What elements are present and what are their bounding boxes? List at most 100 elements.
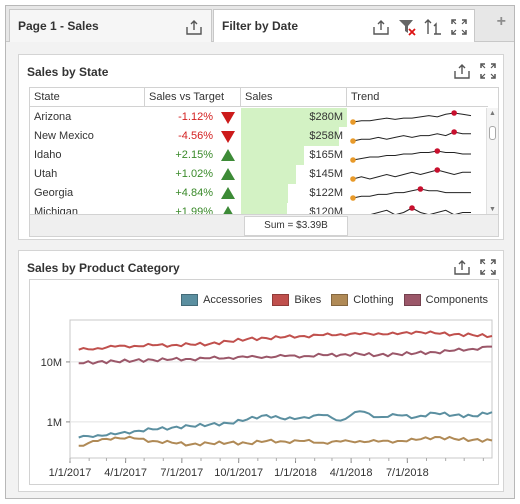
sales-cell: $165M: [241, 146, 347, 165]
grid-footer: Sum = $3.39B: [29, 215, 499, 237]
sales-by-state-card: Sales by State State Sales vs Target Sal…: [18, 54, 504, 240]
table-row[interactable]: New Mexico -4.56% $258M: [30, 127, 488, 146]
state-cell: New Mexico: [34, 130, 94, 142]
sales-value: $122M: [309, 187, 343, 199]
legend-item[interactable]: Bikes: [272, 294, 321, 306]
arrow-up-icon: [221, 168, 235, 180]
sales-value: $120M: [309, 206, 343, 215]
series-line-bikes: [78, 330, 493, 351]
column-header-sales[interactable]: Sales: [241, 88, 347, 107]
sparkline-path: [352, 169, 471, 180]
sparkline-path: [352, 150, 471, 161]
sales-bar: [241, 146, 304, 165]
legend-item[interactable]: Accessories: [181, 294, 262, 306]
x-tick-label: 7/1/2018: [386, 467, 429, 479]
clear-filter-icon[interactable]: [398, 18, 416, 36]
maximize-icon[interactable]: [479, 258, 497, 276]
x-tick-label: 4/1/2017: [104, 467, 147, 479]
trend-cell: [347, 146, 488, 165]
sales-bar: [241, 184, 288, 203]
state-cell: Idaho: [34, 149, 62, 161]
legend-label: Components: [425, 294, 488, 306]
table-row[interactable]: Arizona -1.12% $280M: [30, 108, 488, 127]
line-chart: Accessories Bikes Clothing Components 1M 10M…: [29, 279, 499, 485]
state-cell: Georgia: [34, 187, 74, 199]
series-line-accessories: [78, 410, 493, 439]
x-tick-label: 1/1/2018: [274, 467, 317, 479]
maximize-icon[interactable]: [450, 18, 468, 36]
export-icon[interactable]: [453, 258, 471, 276]
sparkline-path: [352, 112, 472, 123]
sparkline-max-marker: [409, 205, 415, 211]
sales-value: $258M: [309, 130, 343, 142]
sparkline-max-marker: [434, 148, 441, 154]
vs-target-cell: +4.84%: [145, 184, 241, 203]
sales-cell: $120M: [241, 203, 347, 215]
y-tick-label: 10M: [41, 357, 62, 369]
sort-icon[interactable]: [424, 18, 442, 36]
trend-cell: [347, 127, 488, 146]
legend-item[interactable]: Clothing: [331, 294, 394, 306]
sparkline-min-marker: [350, 157, 356, 163]
add-tab-button[interactable]: +: [496, 13, 506, 30]
sales-bar: [241, 108, 347, 127]
trend-sparkline: [350, 129, 471, 144]
legend-swatch: [181, 294, 199, 306]
chart-legend: Accessories Bikes Clothing Components: [181, 294, 488, 306]
sales-sum-total: Sum = $3.39B: [244, 216, 348, 236]
sparkline-max-marker: [434, 167, 441, 173]
legend-label: Bikes: [294, 294, 322, 306]
sales-value: $165M: [309, 149, 343, 161]
tab-label: Page 1 - Sales: [18, 19, 99, 33]
legend-swatch: [272, 294, 290, 306]
export-icon[interactable]: [372, 18, 390, 36]
x-tick-label: 10/1/2017: [214, 467, 263, 479]
table-row[interactable]: Michigan +1.99% $120M: [30, 203, 488, 215]
card-title: Sales by Product Category: [27, 261, 180, 275]
export-icon[interactable]: [185, 18, 203, 36]
tab-page-1-sales[interactable]: Page 1 - Sales: [9, 9, 212, 42]
legend-swatch: [403, 294, 421, 306]
scroll-up-icon[interactable]: ▲: [489, 110, 496, 117]
legend-swatch: [331, 294, 349, 306]
sparkline-path: [352, 188, 471, 199]
table-row[interactable]: Idaho +2.15% $165M: [30, 146, 488, 165]
trend-cell: [347, 203, 488, 214]
chart-plot: 1M 10M 1/1/2017 4/1/2017 7/1/2017 10/1/2017 1/…: [41, 319, 493, 479]
sales-bar: [241, 203, 287, 214]
sparkline-max-marker: [417, 186, 424, 192]
x-tick-label: 7/1/2017: [160, 467, 203, 479]
series-line-clothing: [78, 435, 493, 447]
table-row[interactable]: Utah +1.02% $145M: [30, 165, 488, 184]
export-icon[interactable]: [453, 62, 471, 80]
sparkline-path: [352, 131, 471, 142]
legend-item[interactable]: Components: [403, 294, 488, 306]
column-header-state[interactable]: State: [30, 88, 145, 107]
scroll-thumb[interactable]: [489, 126, 496, 140]
state-cell: Michigan: [34, 206, 79, 215]
vs-target-cell: +2.15%: [145, 146, 241, 165]
y-tick-label: 1M: [47, 417, 62, 429]
sales-value: $145M: [309, 168, 343, 180]
arrow-up-icon: [221, 206, 235, 214]
vs-target-cell: -1.12%: [145, 108, 241, 127]
trend-sparkline: [350, 167, 471, 182]
trend-sparkline: [350, 110, 472, 125]
tab-filter-by-date[interactable]: Filter by Date: [213, 9, 475, 42]
x-tick-label: 4/1/2018: [330, 467, 373, 479]
sparkline-min-marker: [350, 138, 356, 144]
vertical-scrollbar[interactable]: ▲ ▼: [486, 108, 498, 214]
vs-target-cell: -4.56%: [145, 127, 241, 146]
scroll-down-icon[interactable]: ▼: [489, 206, 496, 213]
column-header-vs-target[interactable]: Sales vs Target: [145, 88, 241, 107]
table-row[interactable]: Georgia +4.84% $122M: [30, 184, 488, 203]
sales-bar: [241, 165, 297, 184]
maximize-icon[interactable]: [479, 62, 497, 80]
column-header-trend[interactable]: Trend: [351, 91, 380, 103]
sales-bar: [241, 127, 339, 146]
trend-cell: [347, 165, 488, 184]
sparkline-min-marker: [350, 176, 356, 182]
sales-cell: $280M: [241, 108, 347, 127]
sales-cell: $122M: [241, 184, 347, 203]
arrow-down-icon: [221, 131, 235, 143]
